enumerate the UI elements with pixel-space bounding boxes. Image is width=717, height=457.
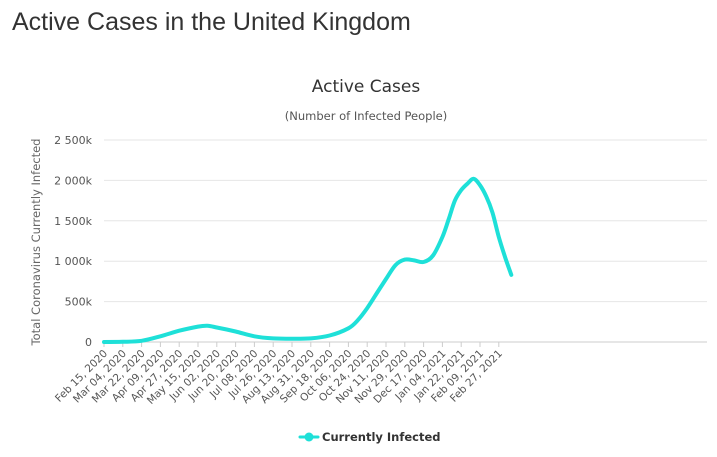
y-tick-label: 1 500k bbox=[54, 215, 92, 228]
page-title: Active Cases in the United Kingdom bbox=[12, 8, 411, 36]
series-group bbox=[102, 176, 514, 344]
y-axis-labels: 0 500k 1 000k 1 500k 2 000k 2 500k bbox=[54, 134, 92, 349]
legend-symbol-marker bbox=[304, 432, 314, 442]
series-line-currently-infected[interactable] bbox=[102, 176, 514, 344]
y-tick-label: 2 500k bbox=[54, 134, 92, 147]
legend[interactable]: Currently Infected bbox=[298, 430, 441, 444]
y-tick-label: 2 000k bbox=[54, 174, 92, 187]
chart-subtitle: (Number of Infected People) bbox=[285, 109, 447, 123]
legend-label[interactable]: Currently Infected bbox=[322, 430, 441, 444]
chart-title: Active Cases bbox=[312, 77, 421, 97]
y-tick-label: 1 000k bbox=[54, 255, 92, 268]
y-tick-label: 0 bbox=[85, 336, 92, 349]
y-tick-label: 500k bbox=[65, 296, 93, 309]
gridlines bbox=[104, 139, 707, 343]
y-axis-title: Total Coronavirus Currently Infected bbox=[29, 139, 43, 347]
